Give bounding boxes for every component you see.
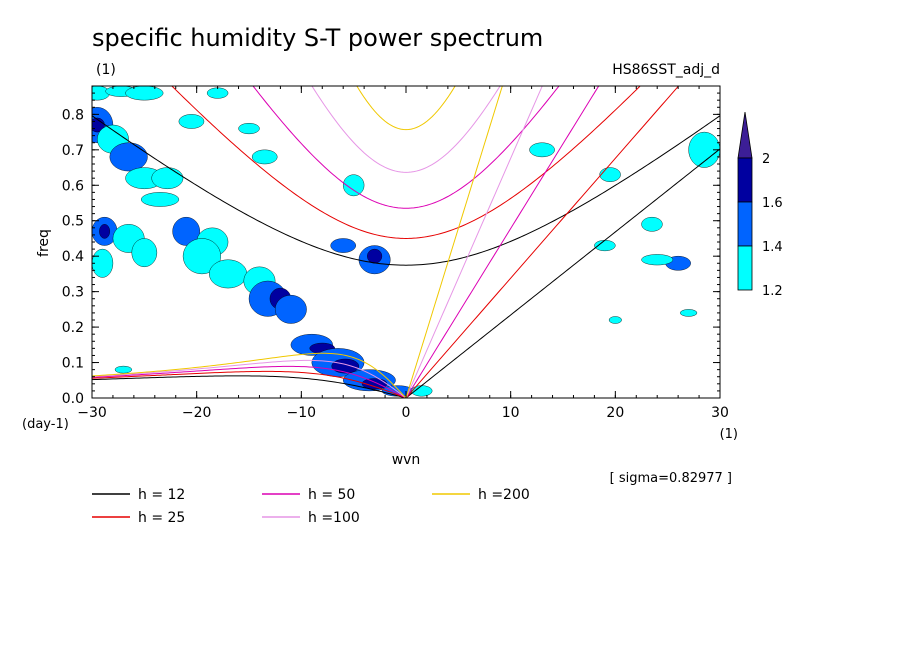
y-axis-label: freq	[36, 229, 52, 257]
legend-label: h = 50	[308, 487, 355, 503]
contour-blob	[238, 123, 260, 135]
contour-blob	[109, 142, 148, 172]
colorbar-segment	[737, 201, 753, 247]
dispersion-curve	[92, 115, 720, 266]
contour-blob	[151, 167, 184, 190]
dispersion-curve	[92, 359, 407, 398]
dispersion-curve	[252, 86, 560, 209]
contour-blob	[529, 142, 555, 158]
contour-blob	[209, 259, 248, 289]
contour-blob	[92, 86, 110, 101]
colorbar-label: 1.6	[762, 196, 783, 211]
contour-blob	[680, 309, 698, 317]
colorbar: 1.2 1.4 1.6 2	[737, 111, 783, 299]
sigma-label: [ sigma=0.82977 ]	[610, 471, 732, 486]
dispersion-curve	[405, 86, 600, 398]
y-tick-label: 0.0	[62, 391, 84, 407]
x-tick-label: −20	[182, 405, 212, 421]
chart-subtitle-right: HS86SST_adj_d	[612, 62, 720, 78]
contour-blob	[251, 149, 278, 165]
x-tick-label: 10	[502, 405, 520, 421]
colorbar-label: 2	[762, 152, 770, 167]
contour-blob	[140, 192, 180, 207]
dispersion-curve	[405, 86, 680, 398]
colorbar-triangle	[737, 111, 753, 159]
x-tick-label: −10	[287, 405, 317, 421]
dispersion-curve	[92, 370, 407, 398]
y-tick-label: 0.3	[62, 285, 84, 301]
contour-blob	[274, 294, 307, 324]
contour-blob	[182, 238, 221, 275]
chart-subtitle-left: (1)	[96, 62, 116, 78]
x-tick-label: 0	[402, 405, 411, 421]
chart-title: specific humidity S-T power spectrum	[92, 24, 543, 52]
dispersion-curve	[92, 375, 407, 398]
dispersion-curve	[356, 86, 456, 131]
contour-blob	[641, 216, 663, 232]
contour-blob	[178, 114, 205, 129]
contour-blob	[342, 174, 365, 197]
dispersion-curves-layer	[92, 86, 720, 398]
y-unit-label: (day-1)	[22, 417, 69, 432]
contour-blob	[114, 365, 132, 374]
legend: h = 12 h = 25 h = 50 h =100 h =200	[92, 487, 530, 526]
contour-blob	[599, 167, 621, 182]
y-tick-label: 0.1	[62, 356, 84, 372]
contour-blob	[125, 86, 164, 101]
legend-label: h = 25	[138, 510, 185, 526]
dispersion-curve	[92, 365, 407, 398]
contour-blob	[367, 248, 383, 264]
x-tick-label: 30	[711, 405, 729, 421]
x-axis-label: wvn	[392, 452, 421, 468]
contour-blob	[641, 254, 674, 266]
y-tick-label: 0.2	[62, 320, 84, 336]
contour-blob	[330, 238, 356, 253]
x-unit-label: (1)	[720, 427, 738, 442]
dispersion-curve	[405, 86, 503, 398]
y-tick-label: 0.7	[62, 143, 84, 159]
y-tick-label: 0.4	[62, 249, 84, 265]
contour-blob	[331, 358, 360, 374]
colorbar-label: 1.2	[762, 284, 783, 299]
y-axis: 0.0 0.1 0.2 0.3 0.4 0.5 0.6 0.7 0.8	[62, 85, 720, 407]
legend-label: h = 12	[138, 487, 185, 503]
contour-blob	[99, 224, 110, 239]
colorbar-segment	[737, 245, 753, 291]
contour-blob	[172, 216, 201, 246]
colorbar-segment	[737, 157, 753, 203]
y-tick-label: 0.6	[62, 178, 84, 194]
contour-blob	[131, 238, 158, 268]
legend-label: h =100	[308, 510, 360, 526]
contour-fill-layer	[92, 86, 720, 397]
contour-blob	[608, 316, 622, 324]
legend-label: h =200	[478, 487, 530, 503]
x-tick-label: −30	[77, 405, 107, 421]
x-tick-label: 20	[606, 405, 624, 421]
y-tick-label: 0.5	[62, 214, 84, 230]
y-tick-label: 0.8	[62, 107, 84, 123]
contour-blob	[92, 248, 114, 278]
dispersion-curve	[311, 86, 501, 173]
dispersion-curve	[405, 148, 720, 398]
colorbar-label: 1.4	[762, 240, 783, 255]
contour-blob	[206, 87, 229, 99]
dispersion-curve	[92, 352, 407, 398]
x-axis: −30 −20 −10 0 10 20 30	[77, 86, 729, 421]
dispersion-curve	[171, 86, 641, 239]
dispersion-curve	[405, 86, 543, 398]
